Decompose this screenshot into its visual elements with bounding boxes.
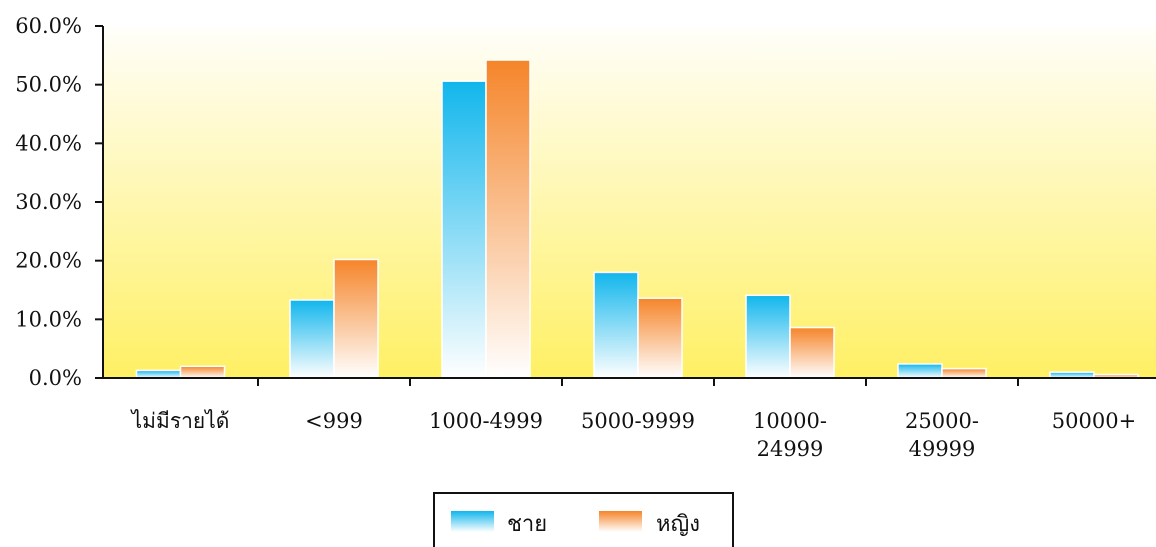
legend-label-female: หญิง (656, 512, 700, 537)
bar-female-3 (637, 297, 683, 379)
legend-swatch-female (599, 511, 642, 532)
bar-male-2 (441, 80, 487, 379)
x-category-label-4-line0: 10000- (753, 409, 827, 433)
x-category-label-1: <999 (305, 409, 363, 433)
y-tick-label-6: 60.0% (15, 14, 82, 38)
x-category-labels: ไม่มีรายได้ <999 1000-4999 5000-9999 10000- 2… (130, 409, 1137, 461)
bar-male-4 (745, 294, 791, 379)
y-tick-labels: 0.0% 10.0% 20.0% 30.0% 40.0% 50.0% 60.0% (15, 14, 82, 390)
x-category-label-0: ไม่มีรายได้ (130, 409, 230, 433)
x-category-label-2: 1000-4999 (429, 409, 543, 433)
legend-label-male: ชาย (507, 512, 547, 537)
x-category-label-5-line1: 49999 (909, 437, 976, 461)
y-tick-label-2: 20.0% (15, 249, 82, 273)
bar-female-4 (789, 326, 835, 379)
y-tick-label-0: 0.0% (29, 366, 82, 390)
bar-female-5 (941, 367, 987, 379)
x-category-label-3: 5000-9999 (581, 409, 695, 433)
bar-female-2 (485, 59, 531, 379)
y-tick-label-3: 30.0% (15, 190, 82, 214)
bar-male-3 (593, 271, 639, 379)
x-category-label-6: 50000+ (1052, 409, 1136, 433)
y-tick-label-5: 50.0% (15, 73, 82, 97)
x-category-label-4-line1: 24999 (757, 437, 824, 461)
x-category-label-5-line0: 25000- (905, 409, 979, 433)
axes-group (95, 25, 1156, 386)
legend-swatch-male (451, 511, 494, 532)
y-tick-label-1: 10.0% (15, 307, 82, 331)
bars-group (135, 59, 1139, 379)
bar-female-0 (179, 365, 226, 379)
legend: ชาย หญิง (433, 492, 734, 547)
bar-male-0 (135, 369, 182, 379)
bar-female-1 (333, 258, 379, 379)
bar-male-5 (897, 363, 943, 379)
y-tick-label-4: 40.0% (15, 131, 82, 155)
bar-male-1 (289, 299, 335, 379)
